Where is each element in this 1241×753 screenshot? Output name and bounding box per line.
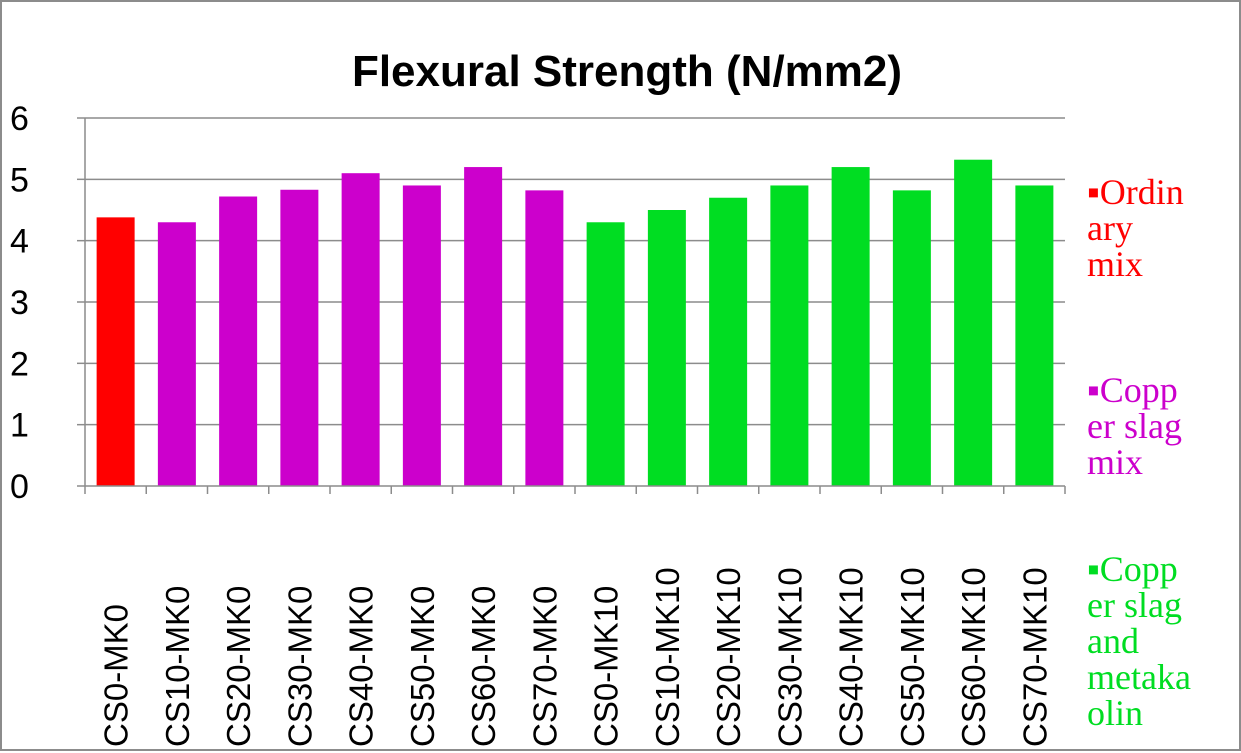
legend-label: ▪Copp	[1087, 370, 1178, 410]
y-axis-ticks: 0 1 2 3 4 5 6	[10, 100, 29, 506]
x-tick-label: CS0-MK10	[588, 586, 625, 747]
x-tick-label: CS30-MK0	[281, 586, 318, 747]
bar-cs0-mk10	[586, 222, 625, 486]
legend-label: metaka	[1087, 657, 1191, 697]
legend-label: ▪Ordin	[1087, 172, 1184, 212]
bar-cs40-mk10	[831, 167, 870, 487]
bar-cs40-mk0	[341, 173, 380, 486]
x-tick-label: CS70-MK0	[526, 586, 563, 747]
bar-cs70-mk0	[525, 190, 564, 486]
y-tick-label: 2	[10, 345, 29, 383]
bar-cs70-mk10	[1015, 185, 1054, 486]
x-tick-label: CS0-MK0	[98, 604, 135, 747]
x-tick-label: CS50-MK10	[894, 567, 931, 747]
legend-label: mix	[1087, 244, 1143, 284]
bars	[96, 159, 1054, 487]
bar-cs50-mk10	[892, 190, 931, 486]
bar-cs60-mk0	[464, 167, 503, 487]
legend-label: and	[1087, 621, 1139, 661]
legend-label: ▪Copp	[1087, 549, 1178, 589]
x-tick-label: CS60-MK0	[465, 586, 502, 747]
x-tick-label: CS60-MK10	[955, 567, 992, 747]
x-tick-label: CS20-MK10	[710, 567, 747, 747]
axes	[84, 118, 1066, 494]
legend-label: olin	[1087, 693, 1143, 733]
bar-cs30-mk10	[770, 185, 809, 486]
x-tick-label: CS70-MK10	[1016, 567, 1053, 747]
chart-title: Flexural Strength (N/mm2)	[352, 47, 902, 96]
y-tick-label: 4	[10, 223, 29, 261]
bar-cs20-mk10	[709, 197, 748, 486]
bar-cs10-mk10	[647, 210, 686, 486]
x-axis-ticks: CS0-MK0 CS10-MK0 CS20-MK0 CS30-MK0 CS40-MK0 C…	[98, 567, 1054, 747]
bar-cs30-mk0	[280, 189, 319, 486]
x-tick-label: CS40-MK0	[343, 586, 380, 747]
legend-label: ary	[1087, 208, 1133, 248]
y-tick-label: 5	[10, 161, 29, 199]
bar-cs50-mk0	[402, 185, 441, 486]
legend-label: er slag	[1087, 585, 1182, 625]
y-tick-label: 6	[10, 100, 29, 138]
y-tick-label: 0	[10, 468, 29, 506]
x-tick-label: CS40-MK10	[833, 567, 870, 747]
x-tick-label: CS10-MK0	[159, 586, 196, 747]
legend-label: er slag	[1087, 406, 1182, 446]
bar-cs0-mk0	[96, 217, 135, 487]
bar-cs60-mk10	[954, 159, 993, 486]
x-tick-label: CS10-MK10	[649, 567, 686, 747]
y-tick-label: 3	[10, 284, 29, 322]
legend-label: mix	[1087, 442, 1143, 482]
y-tick-label: 1	[10, 407, 29, 445]
x-tick-label: CS20-MK0	[220, 586, 257, 747]
x-tick-label: CS30-MK10	[771, 567, 808, 747]
bar-cs20-mk0	[219, 196, 258, 487]
x-tick-label: CS50-MK0	[404, 586, 441, 747]
bar-cs10-mk0	[157, 222, 196, 486]
